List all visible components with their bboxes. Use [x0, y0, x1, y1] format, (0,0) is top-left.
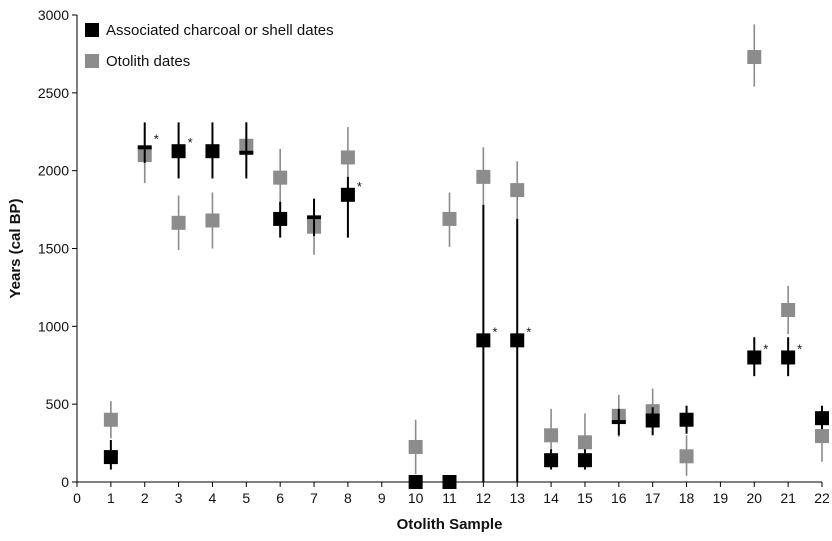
data-point	[307, 215, 322, 220]
data-point	[781, 350, 796, 365]
y-tick-label: 1000	[38, 318, 69, 334]
x-tick-label: 10	[408, 490, 424, 506]
y-tick-label: 1500	[38, 241, 69, 257]
data-point	[442, 475, 457, 489]
data-point	[781, 302, 796, 317]
x-tick-label: 13	[509, 490, 525, 506]
data-point	[103, 412, 118, 427]
legend-swatch	[85, 54, 99, 68]
x-tick-label: 8	[344, 490, 352, 506]
legend-swatch	[85, 23, 99, 37]
data-point	[747, 350, 762, 365]
data-point	[510, 333, 525, 348]
x-tick-label: 6	[276, 490, 284, 506]
x-tick-label: 15	[577, 490, 593, 506]
data-point	[340, 187, 355, 202]
data-point	[205, 213, 220, 228]
series-charcoal-shell: * * * * * * *	[103, 122, 829, 489]
data-point	[544, 428, 559, 443]
data-point	[611, 420, 626, 425]
x-tick-label: 21	[780, 490, 796, 506]
data-point	[577, 435, 592, 450]
data-point	[577, 453, 592, 468]
y-tick-label: 0	[61, 474, 69, 490]
point-annotation: *	[526, 324, 531, 339]
data-point	[510, 183, 525, 198]
point-annotation: *	[188, 135, 193, 150]
data-point	[408, 439, 423, 454]
y-tick-label: 2000	[38, 163, 69, 179]
point-annotation: *	[492, 324, 497, 339]
data-point	[476, 333, 491, 348]
series-marks: * * * * * * *	[103, 24, 829, 489]
data-point	[544, 453, 559, 468]
data-point	[205, 144, 220, 159]
legend-label: Associated charcoal or shell dates	[106, 22, 334, 39]
x-tick-label: 18	[679, 490, 695, 506]
data-point	[679, 412, 694, 427]
data-point	[645, 413, 660, 428]
data-point	[273, 211, 288, 226]
x-tick-label: 16	[611, 490, 627, 506]
data-point	[340, 150, 355, 165]
x-tick-label: 7	[310, 490, 318, 506]
data-point	[103, 450, 118, 465]
x-tick-label: 17	[645, 490, 661, 506]
data-point	[442, 211, 457, 226]
x-tick-label: 14	[543, 490, 559, 506]
point-annotation: *	[763, 341, 768, 356]
x-tick-label: 0	[73, 490, 81, 506]
data-point	[747, 50, 762, 65]
x-tick-label: 3	[175, 490, 183, 506]
data-point	[273, 170, 288, 185]
x-tick-label: 12	[476, 490, 492, 506]
data-point	[679, 449, 694, 464]
data-point	[239, 150, 254, 155]
x-tick-label: 5	[242, 490, 250, 506]
data-point	[408, 475, 423, 489]
legend: Associated charcoal or shell dates Otolit…	[85, 22, 334, 70]
point-annotation: *	[797, 341, 802, 356]
data-point	[476, 169, 491, 184]
x-tick-label: 2	[141, 490, 149, 506]
y-tick-label: 3000	[38, 7, 69, 23]
x-tick-label: 4	[209, 490, 217, 506]
data-point	[171, 144, 186, 159]
legend-label: Otolith dates	[106, 53, 190, 70]
x-tick-label: 1	[107, 490, 115, 506]
x-tick-label: 20	[746, 490, 762, 506]
point-annotation: *	[154, 131, 159, 146]
data-point	[137, 145, 152, 150]
x-tick-label: 9	[378, 490, 386, 506]
y-tick-label: 2500	[38, 85, 69, 101]
y-tick-label: 500	[46, 396, 70, 412]
data-point	[171, 215, 186, 230]
point-annotation: *	[357, 179, 362, 194]
y-axis-title: Years (cal BP)	[7, 198, 24, 298]
x-tick-label: 19	[713, 490, 729, 506]
x-axis-title: Otolith Sample	[397, 516, 503, 533]
data-point	[815, 429, 829, 444]
data-point	[815, 411, 829, 426]
x-tick-label: 11	[442, 490, 457, 506]
x-tick-label: 22	[814, 490, 830, 506]
series-otolith	[103, 24, 829, 476]
